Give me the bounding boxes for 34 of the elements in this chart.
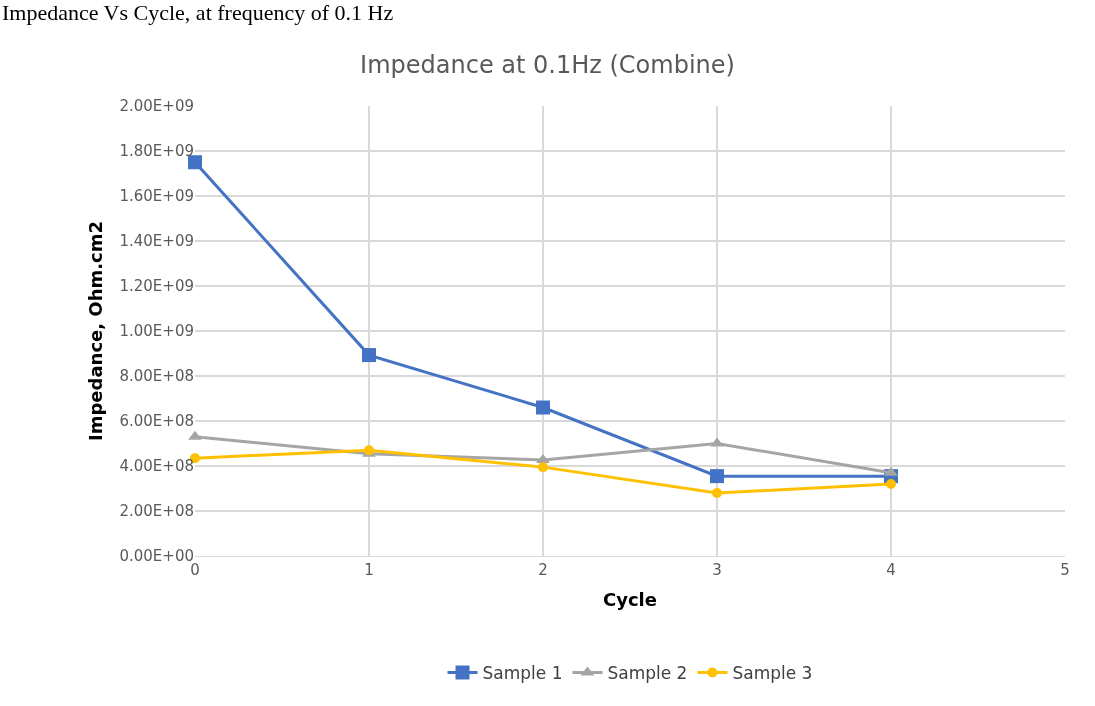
y-tick-label: 8.00E+08	[119, 367, 194, 386]
point	[188, 155, 202, 170]
y-tick-label: 2.00E+09	[119, 97, 194, 116]
y-tick-label: 6.00E+08	[119, 412, 194, 431]
x-tick-label: 1	[364, 561, 374, 579]
x-tick-label: 0	[190, 561, 200, 579]
legend-label: Sample 3	[732, 663, 813, 684]
point	[710, 469, 724, 484]
x-tick-label: 5	[1060, 561, 1070, 579]
text: Impedance Vs Cycle, at frequency of 0.1 Hz	[1, 0, 395, 26]
x-tick-label: 3	[712, 561, 722, 579]
point	[884, 466, 898, 476]
y-tick-label: 1.20E+09	[119, 277, 194, 296]
point	[538, 462, 548, 473]
point	[536, 400, 550, 415]
x-tick-label: 4	[886, 561, 896, 579]
point	[536, 453, 550, 463]
chart-title: Impedance at 0.1Hz (Combine)	[360, 51, 735, 80]
x-tick-label: 2	[538, 561, 548, 579]
legend-label: Sample 1	[482, 663, 563, 684]
point	[362, 348, 376, 363]
y-tick-label: 2.00E+08	[119, 502, 194, 521]
y-tick-label: 1.40E+09	[119, 232, 194, 251]
y-tick-label: 1.00E+09	[119, 322, 194, 341]
legend-label: Sample 2	[607, 663, 688, 684]
point	[886, 479, 896, 489]
x-axis-title: Cycle	[603, 589, 657, 611]
point	[188, 430, 202, 440]
y-tick-label: 4.00E+08	[119, 457, 194, 476]
point	[712, 488, 722, 498]
y-tick-label: 1.60E+09	[119, 187, 194, 206]
y-tick-label: 1.80E+09	[119, 142, 194, 161]
point	[710, 437, 724, 447]
y-axis-title: Impedance, Ohm.cm2	[84, 220, 106, 442]
